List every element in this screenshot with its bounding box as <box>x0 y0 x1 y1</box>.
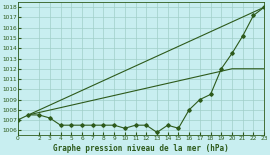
X-axis label: Graphe pression niveau de la mer (hPa): Graphe pression niveau de la mer (hPa) <box>53 144 229 153</box>
